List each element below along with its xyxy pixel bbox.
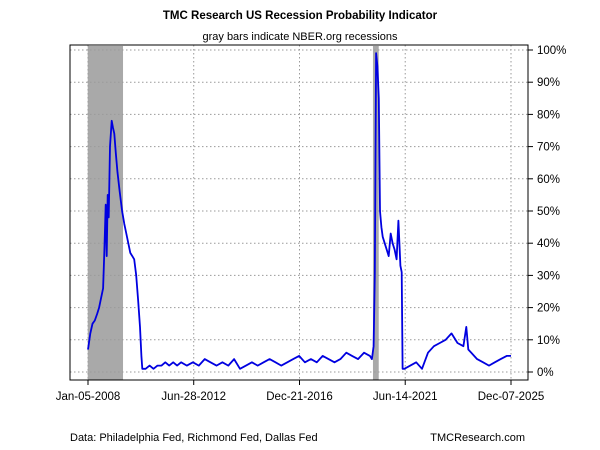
series-layer <box>87 52 511 370</box>
x-tick-label: Dec-21-2016 <box>266 391 332 403</box>
x-tick-label: Dec-07-2025 <box>478 391 544 403</box>
y-tick-label: 0% <box>537 367 554 379</box>
x-tick-label: Jan-05-2008 <box>56 391 121 403</box>
series-line-0 <box>87 52 511 370</box>
y-tick-label: 60% <box>537 174 560 186</box>
x-tick-label: Jun-28-2012 <box>161 391 226 403</box>
chart-subtitle: gray bars indicate NBER.org recessions <box>202 31 398 43</box>
y-tick-label: 40% <box>537 238 560 250</box>
y-tick-label: 90% <box>537 77 560 89</box>
y-axis: 0% 10% 20% 30% 40% 50% 60% 70% 80% 90% 100% <box>528 45 566 379</box>
gridlines <box>70 45 528 380</box>
y-tick-label: 10% <box>537 335 560 347</box>
y-tick-label: 30% <box>537 270 560 282</box>
x-tick-label: Jun-14-2021 <box>373 391 438 403</box>
x-axis: Jan-05-2008 Jun-28-2012 Dec-21-2016 Jun-14-… <box>56 380 544 403</box>
source-note: Data: Philadelphia Fed, Richmond Fed, Da… <box>70 432 318 444</box>
y-tick-label: 80% <box>537 109 560 121</box>
y-tick-label: 70% <box>537 142 560 154</box>
y-tick-label: 100% <box>537 45 566 57</box>
y-tick-label: 20% <box>537 303 560 315</box>
recession-bars <box>87 46 379 380</box>
chart-title: TMC Research US Recession Probability In… <box>163 10 438 22</box>
y-tick-label: 50% <box>537 206 560 218</box>
brand-note: TMCResearch.com <box>430 432 525 444</box>
